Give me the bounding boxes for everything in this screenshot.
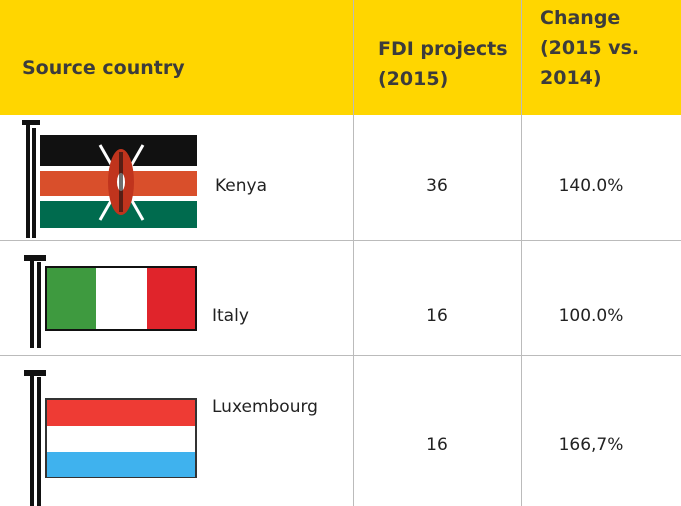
header-cell: Source country (22, 57, 185, 79)
fdi-projects: 16 (426, 435, 448, 455)
row-divider (0, 240, 681, 241)
flag-luxembourg (24, 370, 197, 506)
change: 140.0% (558, 176, 624, 196)
header-band (0, 0, 681, 115)
change: 100.0% (558, 306, 624, 326)
country-name: Italy (212, 306, 249, 326)
fdi-projects: 16 (426, 306, 448, 326)
fdi-projects: 36 (426, 176, 448, 196)
change: 166,7% (558, 435, 624, 455)
flag-kenya (22, 120, 197, 238)
column-divider (521, 0, 522, 506)
header-cell: Change (2015 vs. 2014) (540, 7, 640, 89)
header-cell: FDI projects (2015) (378, 38, 508, 90)
row-divider (0, 355, 681, 356)
flag-italy (24, 255, 197, 348)
country-name: Luxembourg (212, 397, 318, 417)
column-divider (353, 0, 354, 506)
country-name: Kenya (215, 176, 268, 196)
